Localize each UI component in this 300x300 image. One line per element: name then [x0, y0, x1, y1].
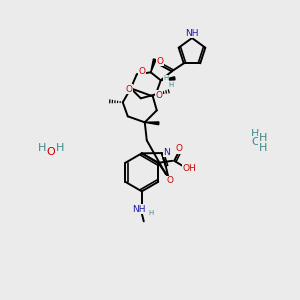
- Text: N: N: [164, 148, 170, 157]
- Text: O: O: [155, 91, 162, 100]
- Text: H: H: [56, 143, 64, 153]
- Text: O: O: [167, 176, 174, 185]
- Text: NH: NH: [132, 205, 146, 214]
- Text: H: H: [259, 143, 267, 153]
- Text: O: O: [176, 144, 183, 153]
- Text: H: H: [163, 75, 168, 81]
- Text: O: O: [125, 85, 132, 94]
- Polygon shape: [145, 122, 159, 125]
- Polygon shape: [151, 59, 156, 72]
- Text: H: H: [259, 133, 267, 143]
- Polygon shape: [161, 77, 175, 80]
- Text: O: O: [46, 147, 56, 157]
- Text: O: O: [138, 67, 145, 76]
- Text: H: H: [148, 210, 153, 216]
- Text: H: H: [38, 143, 46, 153]
- Text: C: C: [251, 137, 259, 147]
- Text: O: O: [156, 57, 163, 66]
- Text: H: H: [251, 129, 259, 139]
- Text: H: H: [168, 82, 173, 88]
- Text: OH: OH: [182, 164, 196, 173]
- Text: NH: NH: [185, 28, 199, 38]
